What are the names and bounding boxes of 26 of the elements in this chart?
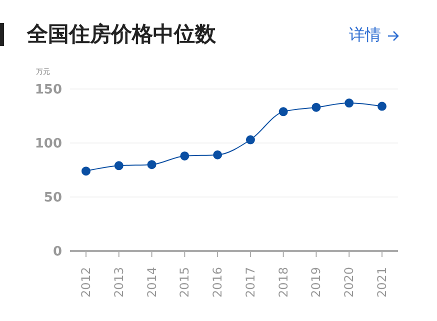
text: 详情 (349, 25, 381, 46)
x-tick-label: 2012 (79, 267, 93, 298)
point (180, 151, 190, 160)
point (378, 102, 386, 111)
y-tick-label: 150 (34, 82, 62, 98)
x-tick-label: 2020 (342, 267, 356, 298)
x-tick-label: 2015 (178, 267, 192, 298)
y-tick-label: 50 (44, 190, 62, 206)
chart-title: 全国住房价格中位数 (27, 21, 216, 48)
point (82, 166, 90, 176)
point (344, 98, 354, 108)
x-tick-label: 2016 (210, 267, 225, 298)
x-tick-label: 2013 (112, 267, 126, 298)
x-tick-label: 2018 (276, 267, 290, 298)
point (246, 135, 255, 144)
y-tick-label: 0 (52, 244, 62, 260)
x-tick-label: 2019 (309, 267, 324, 298)
point (278, 107, 288, 116)
y-tick-label: 100 (34, 136, 62, 152)
point (213, 150, 222, 160)
x-tick-label: 2014 (144, 267, 159, 298)
x-tick-label: 2021 (375, 267, 389, 298)
x-tick-label: 2017 (243, 267, 258, 298)
point (114, 161, 124, 170)
point (147, 160, 156, 170)
point (312, 102, 321, 112)
